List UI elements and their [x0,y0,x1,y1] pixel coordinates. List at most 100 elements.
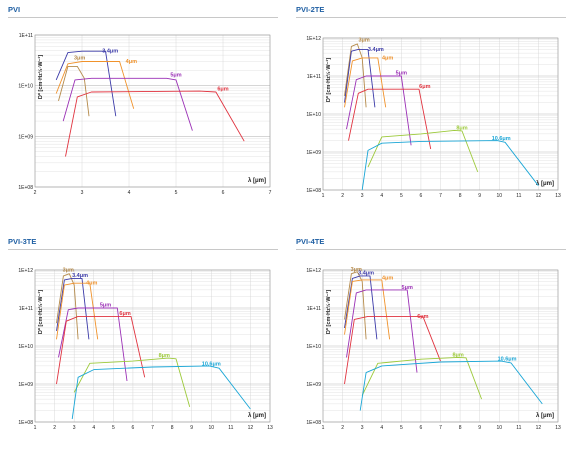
x-tick-label: 5 [400,193,403,199]
y-tick-label: 1E+09 [18,134,33,140]
y-tick-label: 1E+08 [306,420,321,426]
x-tick-label: 8 [459,193,462,199]
chart-svg-pvi: 1E+08 1E+09 1E+10 1E+11 2 3 4 5 6 7 D* [cm·Hz½·W⁻¹… [18,33,272,196]
y-tick-label: 1E+09 [18,382,33,388]
chart-panel-pvi-3te: PVI-3TE 1E+08 1E+09 1E+10 1E+11 1E+12 1 2 3 4 5 6 7… [8,237,280,449]
x-axis-label: λ [μm] [248,178,266,184]
x-tick-label: 3 [73,425,76,431]
x-tick-label: 11 [516,425,521,431]
series-label: 4μm [382,276,393,282]
series-line [56,277,90,340]
y-tick-label: 1E+11 [19,306,33,312]
x-tick-label: 6 [132,425,135,431]
x-tick-label: 12 [536,193,542,199]
chart-title: PVI-2TE [296,5,325,14]
x-tick-label: 9 [478,193,481,199]
plot-frame [322,269,559,423]
x-tick-label: 6 [420,193,423,199]
series-line [344,57,387,108]
y-axis-label: D* [cm·Hz½·W⁻¹] [325,58,332,102]
plot-frame [34,269,271,423]
series-line [56,273,79,340]
x-tick-label: 1 [34,425,37,431]
x-tick-label: 4 [380,425,383,431]
series-line [361,140,539,191]
x-tick-label: 3 [81,190,84,196]
series-line [65,90,245,157]
x-tick-label: 4 [380,193,383,199]
series-label: 3μm [358,37,369,43]
series-label: 6μm [417,314,428,320]
y-tick-label: 1E+10 [18,84,33,90]
x-tick-label: 4 [128,190,131,196]
x-tick-label: 3 [361,193,364,199]
series-label: 4μm [126,59,137,65]
x-tick-label: 12 [536,425,542,431]
y-tick-label: 1E+12 [18,268,33,274]
x-tick-label: 11 [228,425,233,431]
x-tick-label: 7 [269,190,272,196]
series-line [344,315,441,385]
series-line [346,289,418,373]
x-tick-label: 2 [341,425,344,431]
y-tick-label: 1E+09 [306,150,321,156]
series-line [344,275,378,340]
series-line [359,360,543,411]
series-label: 4μm [382,56,393,62]
y-axis-label: D* [cm·Hz½·W⁻¹] [37,290,44,334]
x-tick-label: 8 [459,425,462,431]
series-label: 5μm [396,70,407,76]
x-tick-label: 2 [53,425,56,431]
series-label: 10.6μm [498,356,517,362]
series-label: 6μm [217,87,228,93]
x-tick-label: 10 [208,425,214,431]
y-tick-label: 1E+10 [306,112,321,118]
series-label: 3.4μm [368,47,384,53]
chart-panel-pvi: PVI 1E+08 1E+09 1E+10 1E+11 2 3 4 5 6 7 D* [cm·Hz½… [8,5,280,210]
x-axis-label: λ [μm] [536,413,554,419]
x-tick-label: 11 [516,193,521,199]
x-tick-label: 10 [496,425,502,431]
y-tick-label: 1E+08 [18,420,33,426]
x-tick-label: 13 [555,425,561,431]
series-label: 5μm [100,302,111,308]
x-tick-label: 5 [175,190,178,196]
series-label: 3μm [74,55,85,61]
x-tick-label: 10 [496,193,502,199]
x-tick-label: 5 [112,425,115,431]
y-tick-label: 1E+10 [306,344,321,350]
series-line [56,282,99,340]
x-tick-label: 6 [420,425,423,431]
series-line [344,271,367,340]
y-tick-label: 1E+08 [18,185,33,191]
x-tick-label: 13 [267,425,273,431]
y-axis-label: D* [cm·Hz½·W⁻¹] [37,55,44,99]
y-tick-label: 1E+12 [306,268,321,274]
series-line [56,315,146,385]
title-divider [296,249,566,250]
x-tick-label: 9 [190,425,193,431]
title-divider [8,249,278,250]
y-tick-label: 1E+09 [306,382,321,388]
x-tick-label: 6 [222,190,225,196]
x-tick-label: 2 [341,193,344,199]
x-tick-label: 5 [400,425,403,431]
title-divider [296,17,566,18]
series-line [55,61,135,109]
chart-panel-pvi-4te: PVI-4TE 1E+08 1E+09 1E+10 1E+11 1E+12 1 2 3 4 5 6 7… [296,237,568,449]
series-line [55,50,117,117]
series-line [58,65,90,117]
y-tick-label: 1E+08 [306,188,321,194]
x-tick-label: 2 [34,190,37,196]
series-line [346,75,412,146]
x-tick-label: 13 [555,193,561,199]
y-tick-label: 1E+11 [307,306,321,312]
y-tick-label: 1E+11 [19,33,33,39]
x-tick-label: 4 [92,425,95,431]
y-tick-label: 1E+12 [306,36,321,42]
series-label: 3.4μm [358,271,374,277]
series-line [344,279,391,340]
series-line [367,129,479,173]
x-tick-label: 7 [151,425,154,431]
